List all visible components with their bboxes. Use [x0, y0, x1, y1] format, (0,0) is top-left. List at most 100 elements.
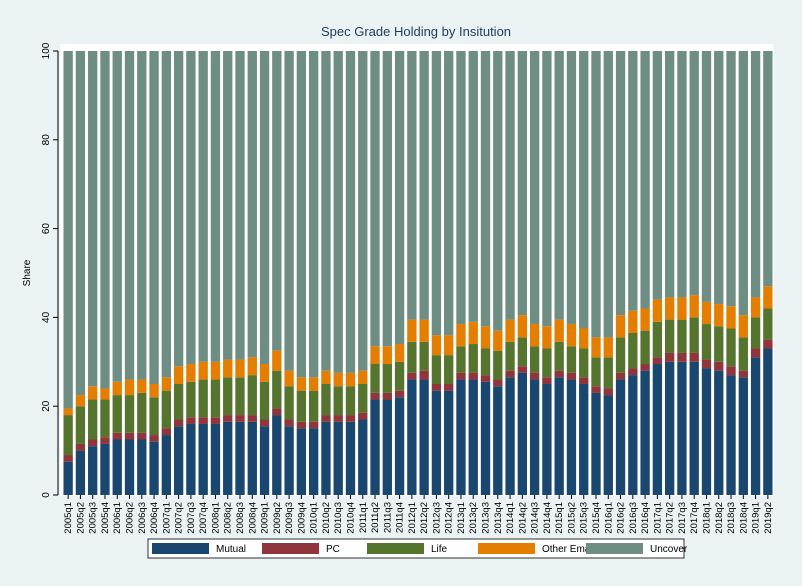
bar-segment [738, 377, 748, 495]
bar-segment [63, 51, 73, 409]
bar-segment [652, 321, 663, 358]
x-tick-label: 2014q3 [530, 502, 541, 534]
bar-segment [259, 381, 270, 420]
bar-segment [615, 51, 626, 316]
bar-segment [456, 372, 466, 380]
legend-swatch [152, 543, 209, 554]
bar-segment [161, 435, 172, 495]
bar-segment [333, 421, 343, 495]
bar-segment [615, 315, 626, 338]
bar-segment [186, 423, 196, 495]
bar-segment [480, 51, 491, 327]
bar-segment [603, 51, 613, 338]
x-tick-label: 2006q2 [125, 502, 136, 534]
x-tick-label: 2013q2 [468, 502, 479, 534]
bar-segment [640, 370, 650, 495]
bar-segment [603, 395, 613, 495]
bar-segment [88, 51, 98, 387]
bar-segment [370, 346, 380, 365]
bar-segment [652, 51, 663, 300]
bar-segment [517, 51, 528, 316]
x-tick-label: 2017q3 [677, 502, 688, 534]
bar-segment [259, 426, 270, 495]
bar-segment [259, 364, 270, 382]
bar-segment [566, 372, 577, 380]
bar-segment [223, 51, 233, 360]
x-tick-label: 2010q4 [345, 502, 356, 534]
bar-segment [493, 386, 503, 495]
bar-segment [591, 51, 601, 338]
bar-segment [223, 377, 233, 416]
bar-segment [456, 324, 466, 347]
bar-segment [382, 346, 392, 365]
bar-segment [493, 330, 503, 351]
x-tick-label: 2011q2 [370, 502, 381, 533]
x-tick-label: 2018q1 [701, 502, 712, 534]
bar-segment [296, 390, 307, 422]
bar-segment [714, 361, 724, 371]
x-tick-label: 2011q1 [358, 502, 369, 533]
x-tick-label: 2006q3 [137, 502, 148, 534]
bar-segment [677, 361, 687, 495]
bar-segment [664, 352, 675, 362]
bar-segment [284, 419, 294, 427]
x-tick-label: 2010q3 [333, 502, 344, 534]
bar-segment [235, 377, 245, 416]
bar-segment [333, 386, 343, 416]
x-tick-label: 2008q3 [235, 502, 246, 534]
bar-segment [112, 439, 122, 495]
bar-segment [88, 446, 98, 495]
bar-segment [394, 397, 405, 495]
bar-segment [63, 415, 73, 456]
bar-segment [149, 441, 159, 495]
bar-segment [444, 355, 454, 384]
bar-segment [714, 304, 724, 327]
bar-segment [689, 317, 699, 353]
x-tick-label: 2005q1 [63, 502, 74, 534]
bar-segment [333, 51, 343, 373]
bar-segment [763, 348, 773, 495]
bar-segment [308, 51, 319, 378]
x-tick-label: 2017q4 [689, 502, 700, 534]
bar-segment [321, 421, 331, 495]
bar-segment [394, 390, 405, 398]
bar-segment [198, 423, 208, 495]
x-tick-label: 2005q3 [88, 502, 99, 534]
x-tick-label: 2018q2 [714, 502, 725, 534]
bar-segment [542, 377, 552, 384]
x-tick-label: 2015q2 [566, 502, 577, 534]
bar-segment [137, 51, 147, 380]
bar-segment [738, 337, 748, 371]
bar-segment [628, 51, 638, 311]
x-tick-label: 2010q1 [309, 502, 320, 534]
bar-segment [308, 377, 319, 391]
bar-segment [247, 415, 257, 422]
bar-segment [431, 355, 442, 384]
bar-segment [493, 379, 503, 387]
bar-segment [677, 352, 687, 362]
bar-segment [272, 370, 282, 409]
bar-segment [247, 421, 257, 495]
bar-segment [75, 443, 86, 451]
bar-segment [529, 324, 540, 347]
bar-segment [493, 51, 503, 331]
bar-segment [358, 412, 368, 420]
x-tick-label: 2016q2 [616, 502, 627, 534]
bar-segment [615, 337, 626, 373]
bar-segment [664, 51, 675, 298]
bar-segment [431, 51, 442, 336]
bar-segment [505, 319, 515, 342]
bar-segment [88, 439, 98, 447]
bar-segment [88, 386, 98, 400]
bar-segment [407, 341, 417, 373]
x-tick-label: 2006q1 [112, 502, 123, 534]
bar-segment [394, 344, 405, 362]
bar-segment [468, 51, 478, 322]
bar-segment [382, 399, 392, 495]
legend-label: Life [431, 544, 448, 555]
bar-segment [566, 324, 577, 347]
bar-segment [407, 51, 417, 320]
x-tick-label: 2016q3 [628, 502, 639, 534]
x-tick-label: 2013q4 [493, 502, 504, 534]
bar-segment [529, 346, 540, 373]
